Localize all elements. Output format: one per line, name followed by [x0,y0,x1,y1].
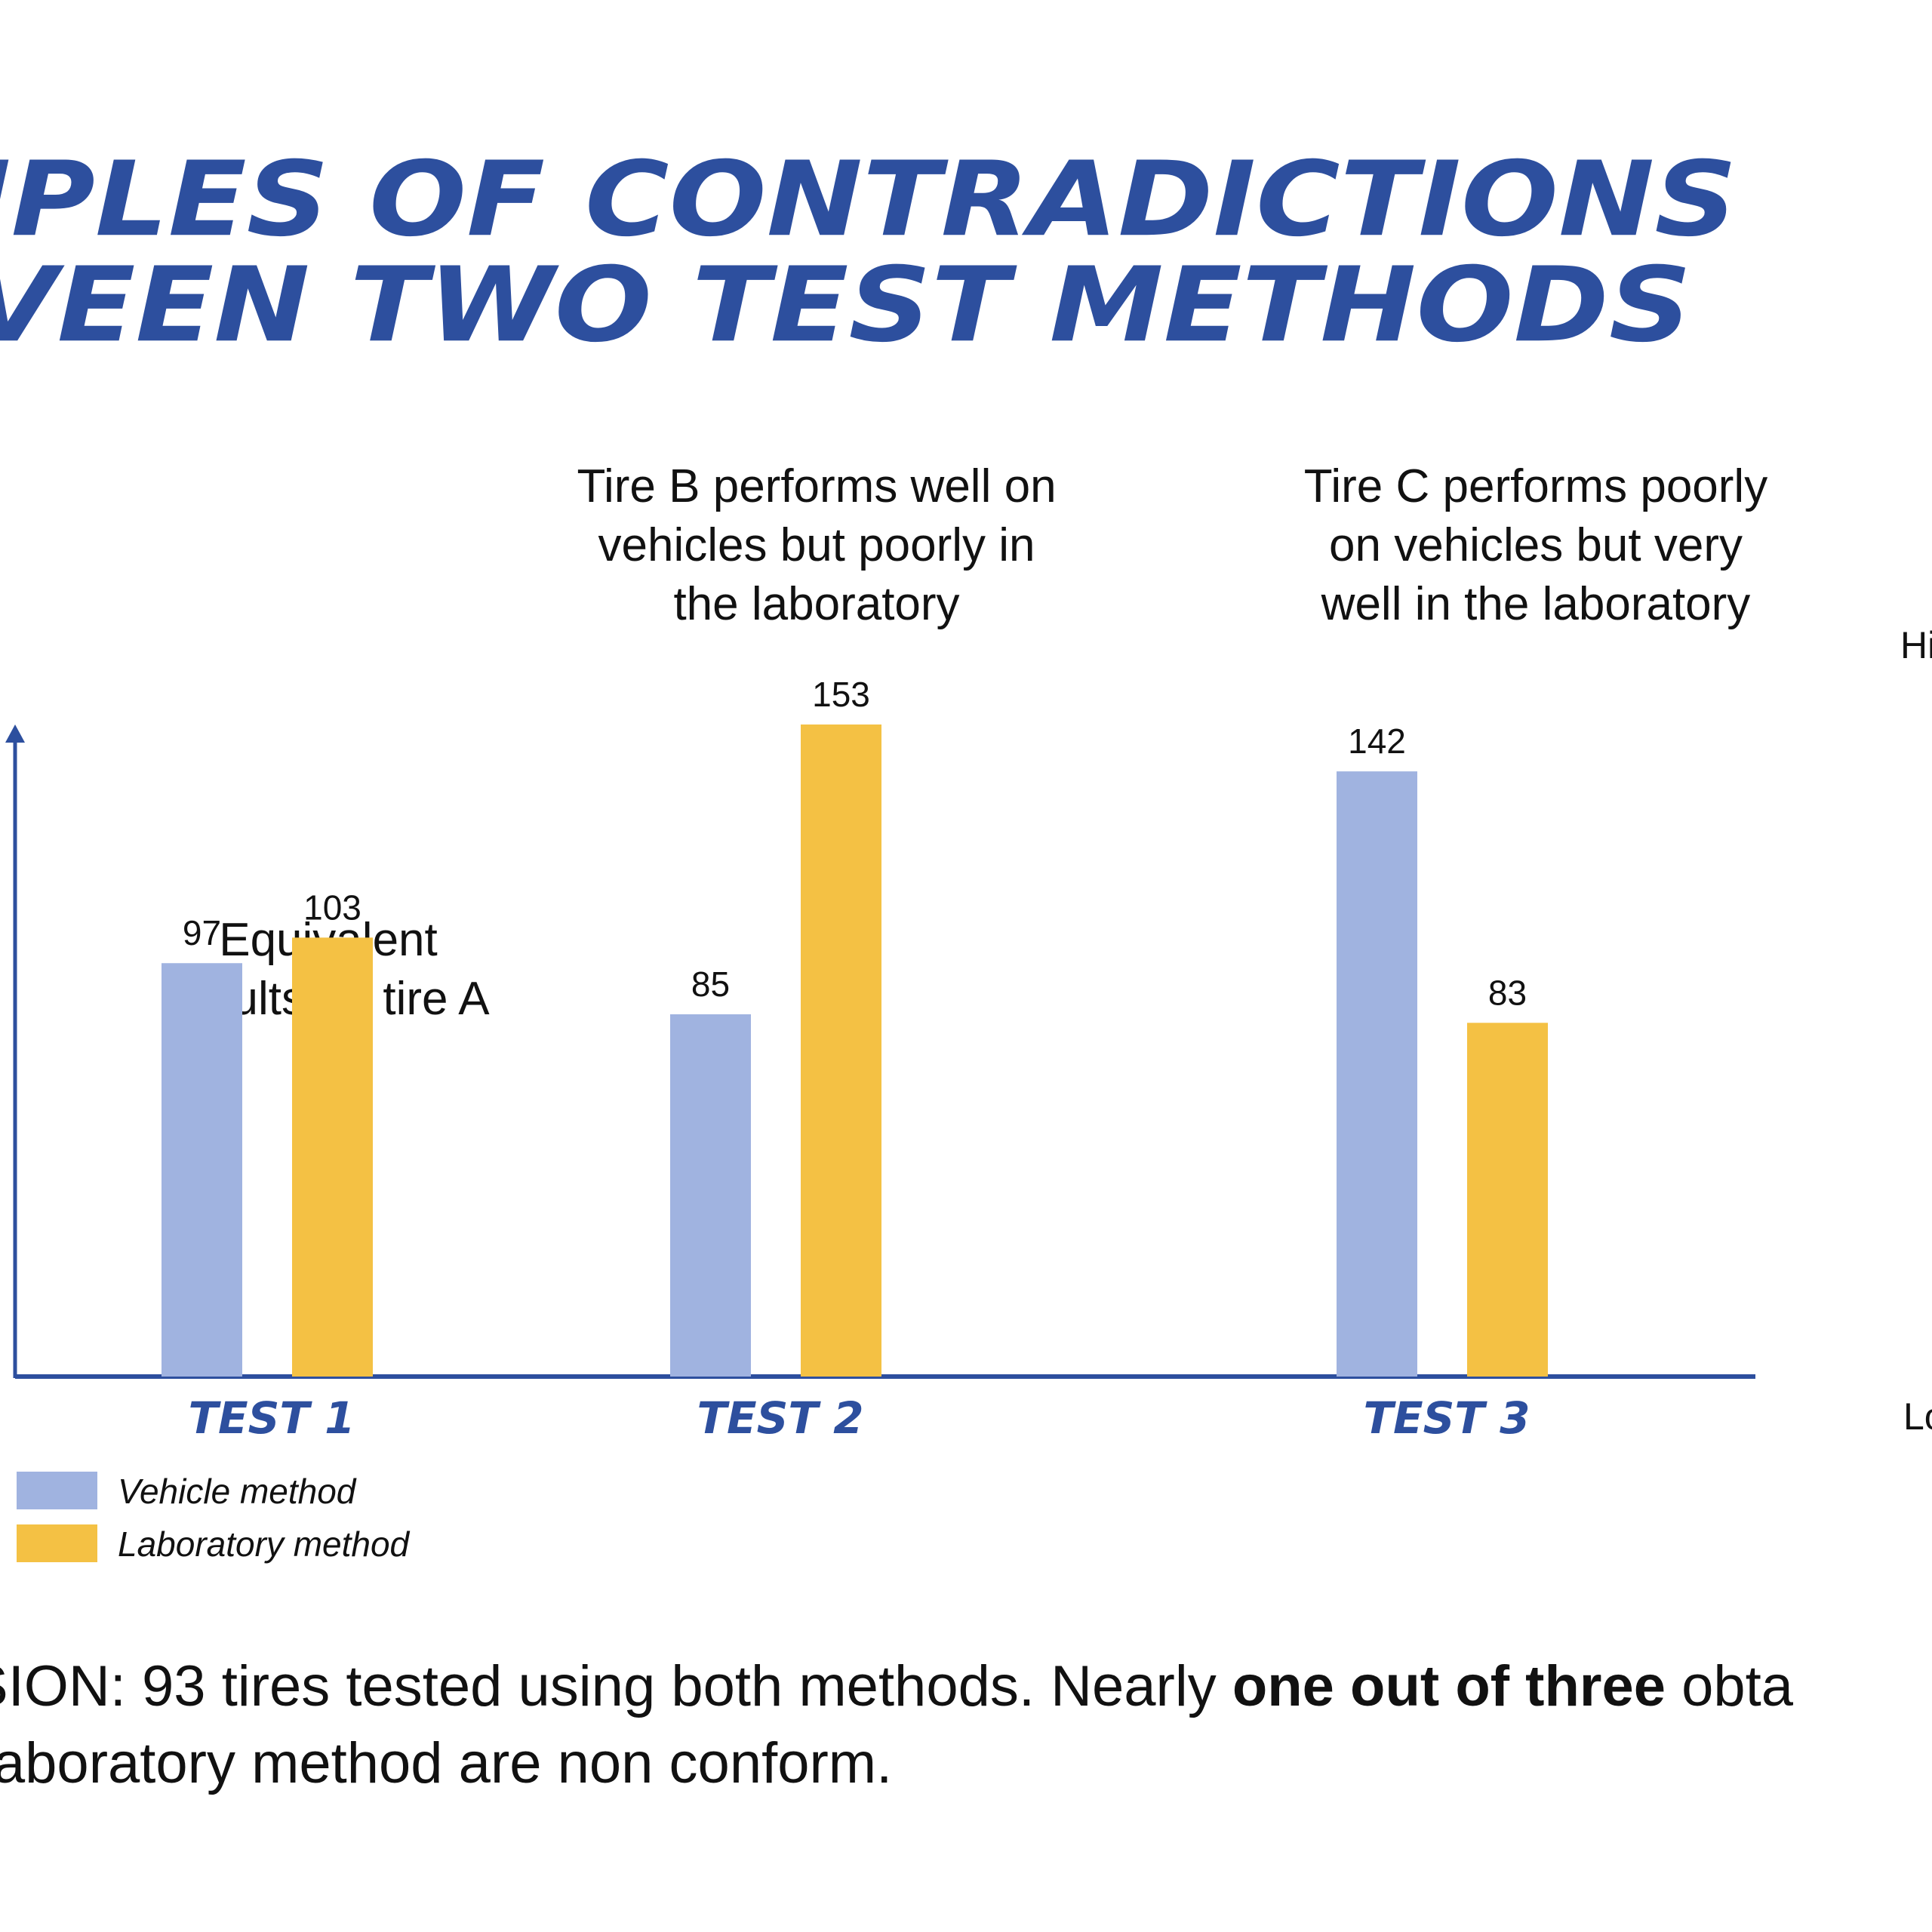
bar-laboratory-3 [1467,1023,1548,1377]
data-label: 142 [1348,721,1406,761]
conclusion-text-bold: one out of three [1232,1654,1666,1718]
legend-swatch-vehicle [17,1472,97,1509]
legend-label-vehicle: Vehicle method [118,1472,356,1511]
annotation-tire-b-line: Tire B performs well on [577,460,1057,512]
annotation-tire-b-line: vehicles but poorly in [598,519,1035,571]
data-label: 85 [691,964,730,1004]
data-label: 97 [183,913,221,952]
annotation-tire-c-line: well in the laboratory [1321,578,1751,630]
bar-laboratory-1 [292,937,373,1377]
x-tick-label: TEST 1 [188,1392,355,1444]
bar-vehicle-3 [1337,771,1417,1377]
conclusion-line-2: laboratory method are non conform. [0,1731,893,1795]
x-tick-label: TEST 3 [1363,1392,1530,1444]
y-axis-arrow-icon [5,724,25,743]
bar-laboratory-2 [801,724,881,1377]
data-label: 103 [303,888,361,927]
x-tick-label: TEST 2 [697,1392,863,1444]
annotation-tire-c-line: on vehicles but very [1329,519,1743,571]
chart-title-line-1: IPLES OF CONTRADICTIONS [0,139,1737,260]
annotation-tire-c: Tire C performs poorly on vehicles but v… [1196,457,1875,634]
legend-swatch-laboratory [17,1524,97,1562]
bar-vehicle-2 [670,1014,751,1377]
side-label-high: Hi [1900,624,1932,666]
legend-label-laboratory: Laboratory method [118,1524,410,1564]
conclusion-line-1: SION: 93 tires tested using both methods… [0,1649,1793,1724]
bar-vehicle-1 [162,963,242,1377]
side-label-low: Lo [1903,1395,1932,1438]
annotation-tire-b-line: the laboratory [673,578,960,630]
annotation-tire-b: Tire B performs well on vehicles but poo… [477,457,1156,634]
conclusion-text-end: obta [1666,1654,1794,1718]
annotation-tire-c-line: Tire C performs poorly [1303,460,1768,512]
conclusion-text-start: SION: 93 tires tested using both methods… [0,1654,1232,1718]
data-label: 153 [812,675,870,714]
data-label: 83 [1488,973,1527,1012]
chart-title-line-2: VEEN TWO TEST METHODS [0,245,1692,365]
